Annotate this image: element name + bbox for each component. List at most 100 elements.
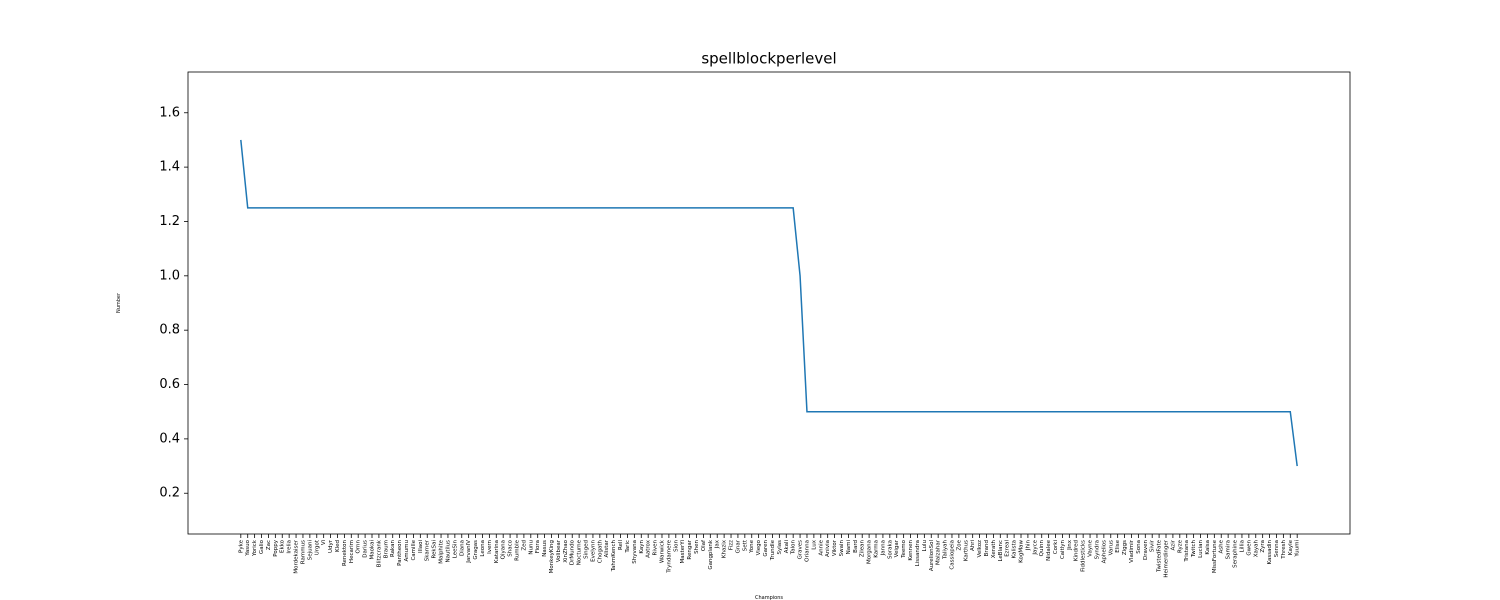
x-tick-label: Rumble (514, 539, 520, 560)
x-tick-label: AurelionSol (929, 540, 935, 572)
y-tick-label: 0.4 (159, 431, 180, 446)
x-tick-label: Ashe (1219, 539, 1225, 553)
x-tick-label: Veigar (894, 539, 900, 557)
x-tick-label: Kayn (639, 539, 645, 553)
x-tick-label: Akali (784, 540, 790, 554)
x-tick-label: Qiyana (501, 540, 507, 559)
x-tick-label: Jinx (1067, 539, 1073, 551)
x-tick-label: Twitch (1191, 540, 1197, 559)
x-tick-label: Garen (763, 539, 769, 556)
x-tick-label: Galio (259, 539, 265, 554)
x-tick-label: Talon (791, 539, 797, 555)
chart-title: spellblockperlevel (701, 50, 836, 68)
x-tick-label: Gwen (1246, 539, 1252, 555)
x-tick-label: Camille (411, 539, 417, 560)
x-tick-label: Sejuani (307, 540, 313, 561)
x-tick-label: Viktor (832, 539, 838, 556)
x-tick-label: Gangplank (708, 539, 714, 569)
x-tick-label: Nidalee (1046, 539, 1052, 560)
x-tick-label: Sion (673, 539, 679, 551)
x-tick-label: Gragas (473, 540, 479, 560)
x-tick-label: Skarner (425, 539, 431, 561)
x-tick-label: RekSai (432, 540, 438, 559)
x-tick-label: Sett (742, 539, 748, 551)
x-tick-label: Hecarim (349, 540, 355, 563)
x-tick-label: Syndra (1094, 540, 1100, 559)
x-tick-label: MasterYi (680, 540, 686, 564)
x-tick-label: Poppy (273, 539, 279, 556)
x-tick-label: Taric (625, 540, 631, 554)
x-tick-label: Annie (818, 539, 824, 555)
x-tick-label: Jhin (1025, 539, 1031, 551)
x-tick-label: Vayne (1088, 539, 1094, 556)
x-tick-label: Lux (811, 539, 817, 549)
x-tick-label: Kindred (1074, 540, 1080, 561)
x-tick-label: Kled (335, 540, 341, 552)
x-tick-label: Urgot (314, 539, 320, 555)
y-tick-label: 1.0 (159, 268, 180, 283)
x-tick-label: Aphelios (1101, 540, 1107, 564)
x-axis-label: Champions (755, 595, 783, 600)
x-tick-label: Viego (756, 539, 762, 555)
x-tick-label: Kalista (1012, 540, 1018, 558)
x-tick-label: Azir (1170, 539, 1176, 550)
x-tick-label: Caitlyn (1060, 539, 1066, 559)
x-tick-label: TahmKench (611, 540, 617, 573)
y-tick-label: 1.4 (159, 160, 180, 175)
x-tick-label: Fiddlesticks (1081, 540, 1087, 572)
x-tick-label: Cassiopeia (949, 540, 955, 570)
y-tick-label: 0.6 (159, 377, 180, 392)
x-tick-label: Zoe (956, 539, 962, 550)
x-tick-label: Alistar (604, 539, 610, 557)
x-tick-label: Riven (653, 539, 659, 555)
x-tick-label: Malzahar (936, 539, 942, 565)
x-tick-label: Fiora (535, 540, 541, 553)
y-tick-label: 0.2 (159, 486, 180, 501)
x-tick-label: Ziggs (1122, 540, 1128, 555)
x-tick-label: Ornn (356, 539, 362, 553)
x-tick-label: Tristana (1184, 540, 1190, 563)
x-tick-label: Zilean (860, 540, 866, 558)
x-tick-label: Fizz (729, 540, 735, 550)
x-tick-label: Elise (1115, 539, 1121, 552)
x-tick-label: Corki (1053, 540, 1059, 555)
x-tick-label: Ryze (1177, 539, 1183, 553)
x-tick-label: Nautilus (445, 540, 451, 563)
x-tick-label: Varus (1108, 540, 1114, 555)
x-tick-label: Quinn (1039, 539, 1045, 556)
x-tick-label: Illaoi (418, 540, 424, 553)
x-tick-label: Zyra (1260, 540, 1266, 553)
x-tick-label: Zed (521, 540, 527, 551)
x-tick-label: Evelynn (590, 539, 596, 561)
x-tick-label: Lulu (922, 540, 928, 551)
x-tick-label: Khazix (722, 539, 728, 558)
x-tick-label: Amumu (404, 540, 410, 561)
x-tick-label: Pantheon (397, 539, 403, 565)
x-tick-label: Kennen (908, 539, 914, 560)
plot-frame (187, 71, 1351, 535)
x-tick-label: Maokai (370, 540, 376, 560)
x-tick-label: Udyr (328, 539, 334, 553)
x-tick-label: Anivia (825, 540, 831, 557)
x-tick-label: Pyke (238, 539, 244, 553)
x-tick-label: Yone (749, 539, 755, 553)
x-tick-label: Sivir (1150, 539, 1156, 552)
x-tick-label: Taliyah (943, 539, 949, 560)
x-tick-label: Yuumi (1295, 540, 1301, 558)
x-tick-label: Ezreal (1005, 540, 1011, 557)
x-tick-label: Chogath (597, 539, 603, 563)
x-tick-label: Mordekaiser (294, 539, 300, 573)
x-tick-label: Warwick (659, 539, 665, 563)
x-tick-label: Swain (839, 539, 845, 556)
x-tick-label: Kayle (1288, 539, 1294, 555)
x-tick-label: Nocturne (577, 539, 583, 565)
x-tick-label: Lissandra (915, 540, 921, 566)
x-tick-label: Volibear (556, 539, 562, 562)
x-tick-label: Renekton (342, 539, 348, 566)
x-tick-label: Sylas (777, 540, 783, 555)
x-tick-label: MonkeyKing (549, 540, 555, 573)
x-tick-label: Heimerdinger (1163, 539, 1169, 577)
x-tick-label: Orianna (804, 540, 810, 562)
